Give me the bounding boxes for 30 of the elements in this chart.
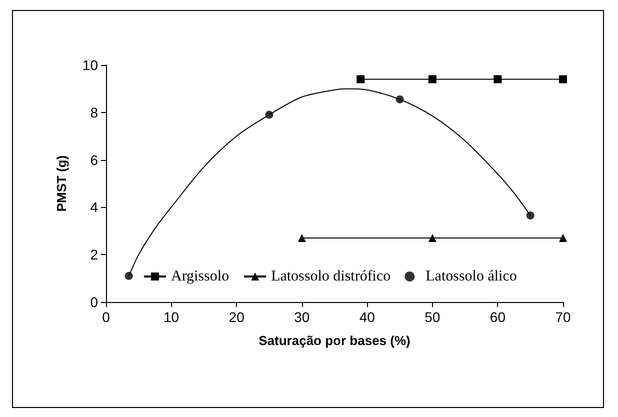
y-tick-label: 0 <box>90 294 98 310</box>
x-tick-label: 10 <box>163 309 180 325</box>
legend-label: Latossolo distrófico <box>271 268 391 284</box>
point <box>298 234 306 242</box>
x-axis-title: Saturação por bases (%) <box>258 333 410 348</box>
y-tick-label: 6 <box>90 152 98 168</box>
point <box>356 75 365 84</box>
point <box>265 110 274 119</box>
x-tick-label: 50 <box>424 309 440 325</box>
y-tick-label: 4 <box>90 199 98 216</box>
x-tick-label: 60 <box>490 309 506 325</box>
x-tick-label: 30 <box>294 309 310 325</box>
legend-label: Latossolo álico <box>426 268 517 284</box>
x-tick-label: 40 <box>359 309 376 325</box>
y-axis-title: PMST (g) <box>54 155 69 212</box>
x-tick-label: 0 <box>102 309 110 325</box>
point <box>396 95 404 104</box>
point <box>494 75 502 84</box>
x-tick-label: 70 <box>555 309 571 325</box>
point <box>526 211 534 220</box>
point <box>428 75 436 84</box>
legend-label: Argissolo <box>171 268 230 284</box>
point <box>559 234 567 242</box>
y-tick-label: 10 <box>82 57 98 73</box>
y-tick-label: 2 <box>90 246 98 263</box>
x-tick-label: 20 <box>228 309 245 325</box>
point <box>559 75 567 84</box>
y-tick-label: 8 <box>90 104 98 120</box>
point <box>428 234 436 242</box>
point <box>124 272 133 280</box>
